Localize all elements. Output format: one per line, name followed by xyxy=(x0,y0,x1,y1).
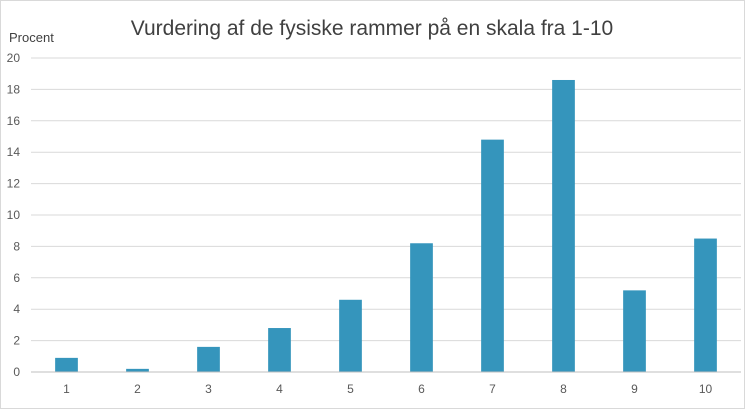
x-tick-label: 2 xyxy=(134,382,141,396)
x-tick-label: 10 xyxy=(699,382,713,396)
y-tick-label: 2 xyxy=(13,334,20,348)
y-tick-label: 6 xyxy=(13,271,20,285)
y-tick-label: 0 xyxy=(13,365,20,379)
bar xyxy=(126,368,149,372)
x-tick-label: 4 xyxy=(276,382,283,396)
bar xyxy=(197,346,220,372)
bar xyxy=(552,79,575,372)
y-tick-label: 12 xyxy=(7,177,21,191)
x-tick-label: 6 xyxy=(418,382,425,396)
y-tick-label: 4 xyxy=(13,302,20,316)
y-tick-label: 14 xyxy=(7,145,21,159)
x-tick-label: 8 xyxy=(560,382,567,396)
chart-title: Vurdering af de fysiske rammer på en ska… xyxy=(131,17,613,40)
y-tick-label: 10 xyxy=(7,208,21,222)
bar xyxy=(55,357,78,372)
grid-lines xyxy=(31,57,741,342)
bar xyxy=(623,290,646,372)
x-tick-label: 1 xyxy=(63,382,70,396)
bar xyxy=(694,238,717,372)
bar xyxy=(481,139,504,372)
bar xyxy=(410,243,433,372)
x-tick-label: 3 xyxy=(205,382,212,396)
y-tick-label: 8 xyxy=(13,239,20,253)
y-tick-label: 16 xyxy=(7,114,21,128)
y-tick-label: 20 xyxy=(7,51,21,65)
x-tick-labels: 1 2 3 4 5 6 7 8 9 10 xyxy=(63,382,712,396)
x-tick-label: 5 xyxy=(347,382,354,396)
x-tick-label: 9 xyxy=(631,382,638,396)
bar xyxy=(339,299,362,372)
y-tick-label: 18 xyxy=(7,82,21,96)
bar xyxy=(268,328,291,372)
bars xyxy=(55,79,717,372)
y-tick-labels: 0 2 4 6 8 10 12 14 16 18 20 xyxy=(7,51,21,379)
x-tick-label: 7 xyxy=(489,382,496,396)
y-axis-label: Procent xyxy=(9,30,54,45)
